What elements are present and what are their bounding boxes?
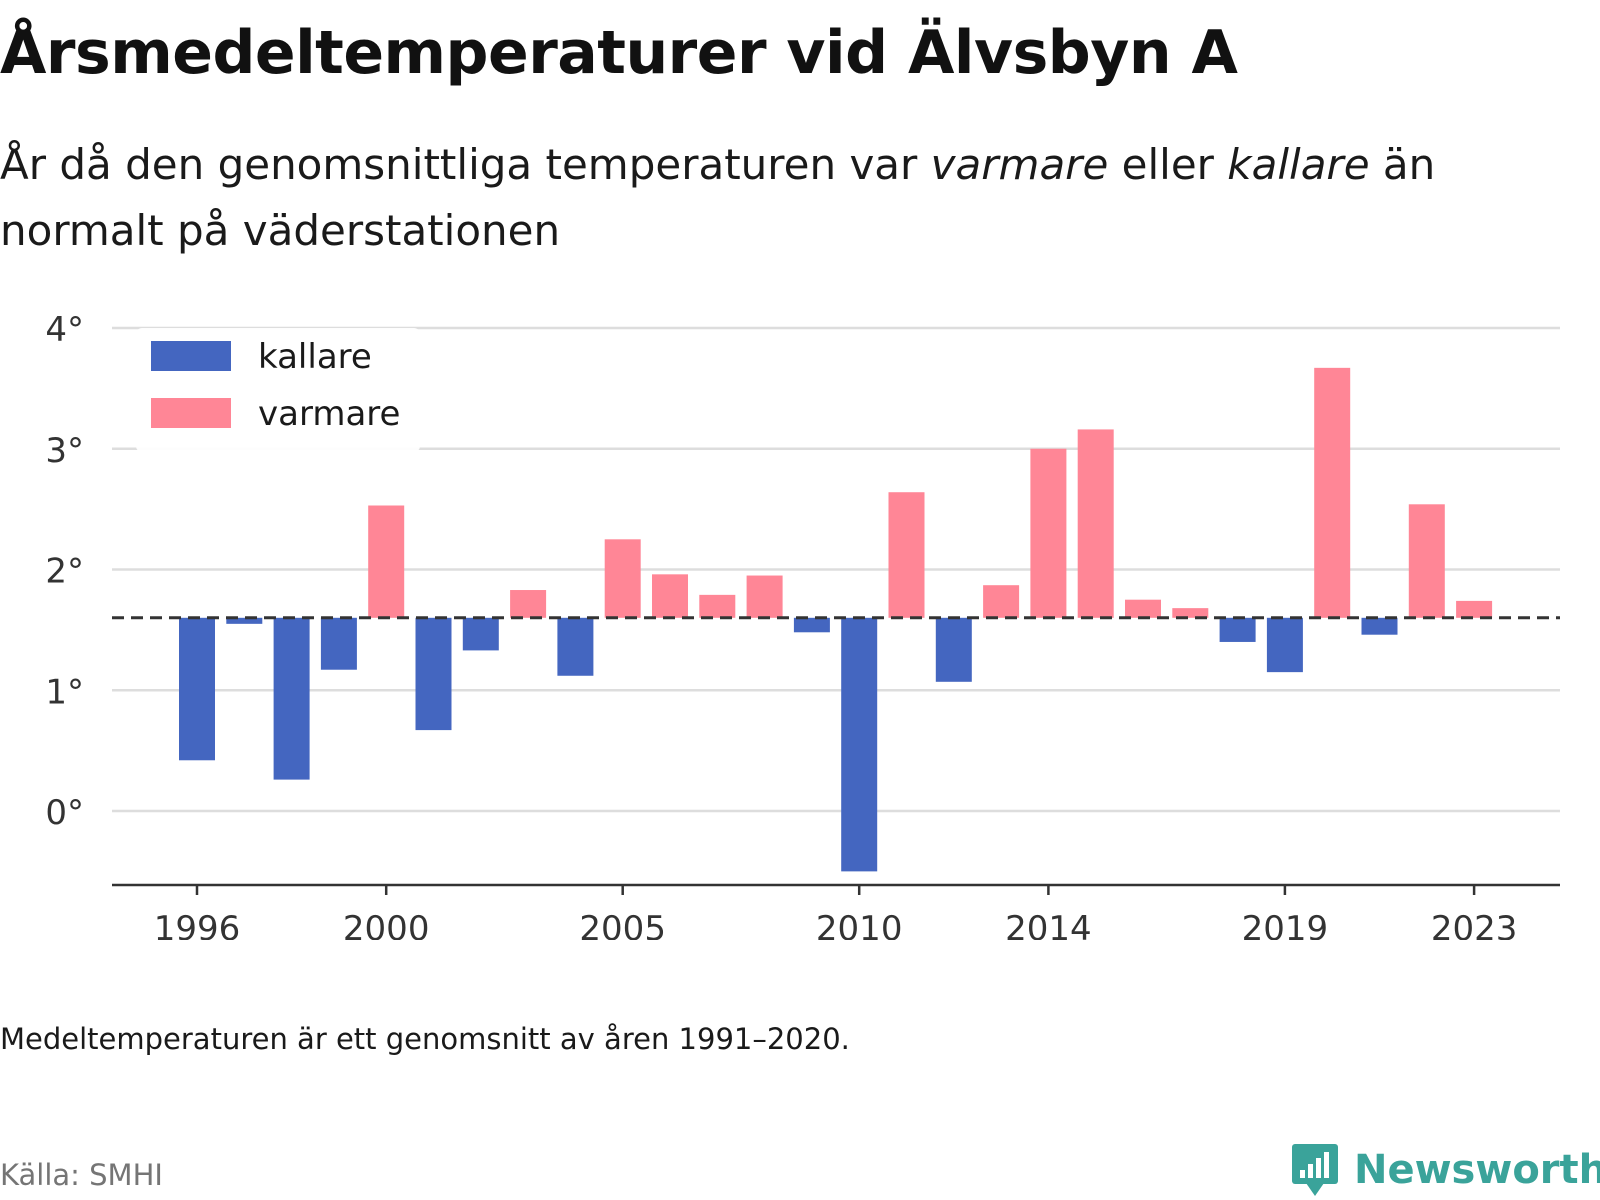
chart-subtitle: År då den genomsnittliga temperaturen va… xyxy=(0,132,1580,264)
bar-2020-varmare xyxy=(1314,367,1351,618)
bar-2014-varmare xyxy=(1030,448,1067,618)
bar-2019-kallare xyxy=(1266,617,1303,673)
legend-label-varmare: varmare xyxy=(258,394,400,434)
bar-2000-varmare xyxy=(368,505,405,618)
bar-2013-varmare xyxy=(983,585,1020,618)
x-tick-label: 1996 xyxy=(154,909,241,940)
bar-2001-kallare xyxy=(415,617,452,731)
subtitle-cold-word: kallare xyxy=(1227,140,1370,189)
x-tick-label: 2000 xyxy=(343,909,430,940)
subtitle-warm-word: varmare xyxy=(930,140,1109,189)
subtitle-text-2: eller xyxy=(1108,140,1228,189)
bar-2010-kallare xyxy=(841,617,878,872)
bar-2005-varmare xyxy=(604,539,641,618)
bar-2015-varmare xyxy=(1077,429,1114,618)
bar-chart: 0°1°2°3°4° 1996 2000 2005 2010 2014 2019 2023 … xyxy=(45,310,1560,940)
y-axis-ticks: 0° 1° 2° 3° 4° xyxy=(45,310,84,833)
subtitle-text-1: År då den genomsnittliga temperaturen va… xyxy=(0,140,931,189)
x-axis-ticks: 1996 2000 2005 2010 2014 2019 2023 xyxy=(154,885,1518,940)
x-tick-label: 2005 xyxy=(579,909,666,940)
y-tick-label: 1° xyxy=(45,672,84,712)
x-tick-label: 2019 xyxy=(1242,909,1329,940)
bar-2022-varmare xyxy=(1408,504,1445,618)
newsworthy-logo-icon xyxy=(1292,1144,1338,1196)
bar-1999-kallare xyxy=(320,617,357,670)
bar-1998-kallare xyxy=(273,617,310,780)
bar-2007-varmare xyxy=(699,594,736,618)
bar-2021-kallare xyxy=(1361,617,1398,635)
bar-2017-varmare xyxy=(1172,608,1209,618)
bar-2004-kallare xyxy=(557,617,594,676)
source-label: Källa: SMHI xyxy=(0,1158,163,1192)
bar-1997-kallare xyxy=(226,617,263,624)
bar-2003-varmare xyxy=(510,590,547,618)
brand-name: Newsworthy xyxy=(1354,1147,1600,1193)
x-tick-label: 2010 xyxy=(816,909,903,940)
legend-label-kallare: kallare xyxy=(258,337,372,377)
bar-2008-varmare xyxy=(746,575,783,618)
bar-2009-kallare xyxy=(793,617,830,633)
bar-2006-varmare xyxy=(652,574,688,618)
chart-note: Medeltemperaturen är ett genomsnitt av å… xyxy=(0,1022,850,1056)
x-tick-label: 2014 xyxy=(1005,909,1092,940)
x-tick-label: 2023 xyxy=(1431,909,1518,940)
legend: kallare varmare xyxy=(136,328,420,452)
legend-swatch-varmare xyxy=(151,398,231,428)
bar-2012-kallare xyxy=(935,617,972,682)
y-tick-label: 2° xyxy=(45,552,84,592)
y-tick-label: 0° xyxy=(45,793,84,833)
chart-title: Årsmedeltemperaturer vid Älvsbyn A xyxy=(0,18,1238,88)
newsworthy-brand: Newsworthy xyxy=(1290,1142,1600,1198)
bar-2002-kallare xyxy=(462,617,499,651)
bar-1996-kallare xyxy=(179,617,215,761)
subtitle-text-3: än normalt på väderstationen xyxy=(0,140,1436,255)
bar-2016-varmare xyxy=(1125,599,1161,618)
bar-2023-varmare xyxy=(1456,600,1493,618)
legend-swatch-kallare xyxy=(151,341,231,371)
y-tick-label: 3° xyxy=(45,431,84,471)
bar-2018-kallare xyxy=(1219,617,1256,642)
bars xyxy=(179,367,1493,872)
bar-2011-varmare xyxy=(888,492,925,618)
y-tick-label: 4° xyxy=(45,310,84,350)
